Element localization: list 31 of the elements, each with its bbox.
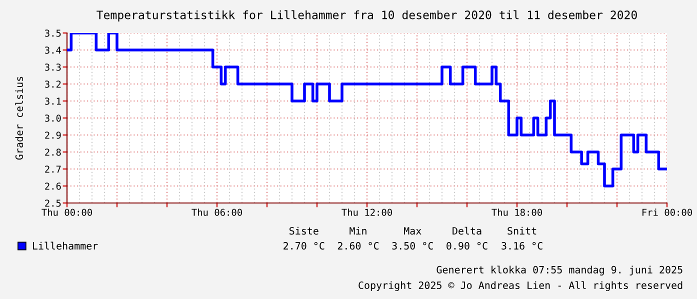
y-tick-label: 3.5 [45,30,61,37]
y-tick-label: 3.1 [45,98,61,105]
y-tick-label: 3.4 [45,46,61,54]
y-axis-title: Grader celsius [15,76,24,160]
legend-label: Lillehammer [32,242,98,250]
text: Min [350,226,366,235]
x-tick-label: Thu 12:00 [342,208,392,216]
text: Siste [290,226,318,235]
y-tick-label: 3.0 [45,114,61,122]
text: Generert klokka 07:55 mandag 9. juni 2025 [436,266,682,276]
text: Copyright 2025 © Jo Andreas Lien - All rights reserved [358,281,682,292]
x-tick-label: Thu 18:00 [492,208,542,216]
text: Delta [452,226,482,235]
text: 0.90 °C [446,242,488,250]
y-tick-label: 3.2 [45,80,61,88]
text: Snitt [508,226,536,235]
x-tick-label: Fri 00:00 [642,208,692,216]
y-tick-label: 2.9 [45,132,61,139]
text: 3.50 °C [392,242,433,250]
y-tick-label: 2.5 [45,200,61,207]
y-tick-label: 2.7 [45,166,61,173]
text: Max [404,227,422,235]
text: 3.16 °C [502,242,542,250]
x-tick-label: Thu 06:00 [192,208,242,216]
x-tick-label: Thu 00:00 [42,208,92,216]
text: 2.70 °C [284,242,324,250]
y-tick-label: 2.8 [45,148,61,156]
chart-title: Temperaturstatistikk for Lillehammer fra 10 desember 2020 til 11 desember 2020 [96,10,637,22]
text: 2.60 °C [338,242,379,250]
y-tick-label: 3.3 [45,64,61,71]
y-tick-label: 2.6 [45,182,61,190]
